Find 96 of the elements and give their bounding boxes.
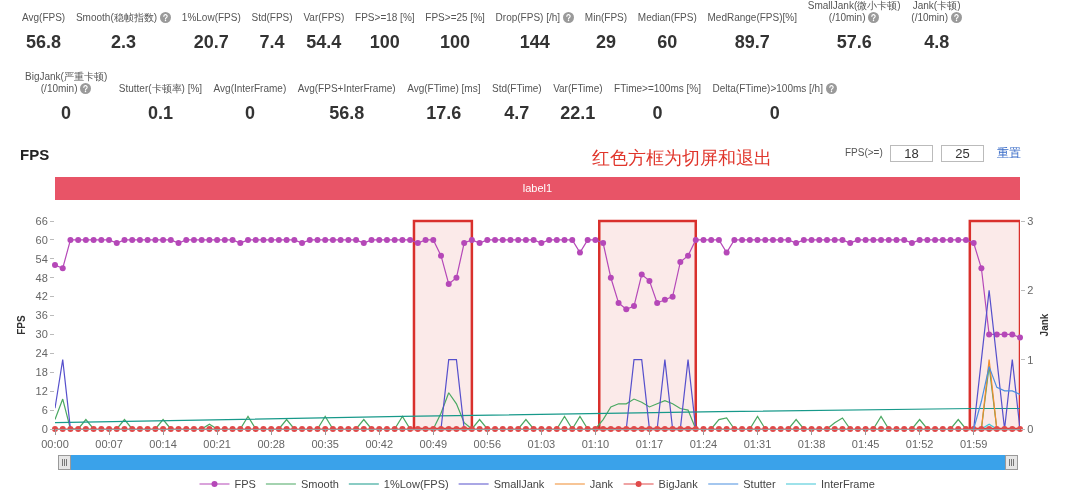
legend-label: SmallJank: [493, 478, 545, 491]
y-tick-label: 60: [35, 233, 48, 246]
data-label: 4.8: [924, 32, 950, 52]
category-label: FPS>=18 [%]: [355, 12, 415, 24]
legend-label: Stutter: [743, 478, 776, 491]
y-tick-label: 30: [35, 328, 48, 341]
y2-tick-label: 3: [1027, 214, 1034, 227]
data-label: 22.1: [560, 103, 596, 123]
x-tick-label: 01:24: [689, 438, 718, 451]
legend-label: Smooth: [300, 478, 339, 491]
category-label: Avg(FTime) [ms]: [407, 83, 481, 95]
legend-label: Jank: [589, 478, 614, 491]
data-label: 0: [244, 103, 255, 123]
category-label: Std(FTime): [491, 83, 542, 95]
x-tick-label: 01:31: [743, 438, 772, 451]
x-tick-label: 01:10: [581, 438, 610, 451]
category-label: Median(FPS): [637, 12, 697, 24]
category-label: Jank(卡顿) (/10min): [911, 0, 962, 24]
category-label: Var(FTime): [553, 83, 603, 95]
y2-tick-label: 0: [1027, 422, 1034, 435]
y2-tick-label: 2: [1027, 284, 1034, 297]
legend-label: InterFrame: [820, 478, 875, 491]
legend-label: 1%Low(FPS): [383, 478, 449, 491]
x-tick-label: 01:17: [635, 438, 664, 451]
y-axis-title: FPS: [15, 314, 27, 335]
x-tick-label: 00:00: [41, 438, 69, 451]
y-tick-label: 0: [41, 422, 48, 435]
label-banner: label1: [55, 177, 1020, 200]
text: 红色方框为切屏和退出: [592, 148, 772, 168]
text: FPS(>=): [845, 147, 883, 159]
data-label: 20.7: [193, 32, 229, 52]
y2-tick-label: 1: [1027, 353, 1034, 366]
x-tick-label: 00:42: [365, 438, 394, 451]
y-tick-label: 6: [41, 403, 48, 416]
x-tick-label: 00:35: [311, 438, 339, 451]
category-label: Avg(FPS): [22, 12, 66, 24]
category-label: Delta(FTime)>100ms [/h]: [712, 83, 824, 95]
x-tick-label: 01:45: [851, 438, 880, 451]
text: 重置: [997, 146, 1021, 160]
text-field: 25: [941, 145, 984, 162]
category-label: Drop(FPS) [/h]: [495, 12, 562, 24]
x-tick-label: 01:03: [527, 438, 556, 451]
x-tick-label: 00:07: [95, 438, 123, 451]
x-tick-label: 01:59: [959, 438, 988, 451]
category-label: Avg(InterFrame): [213, 83, 287, 95]
y-tick-label: 42: [35, 290, 48, 303]
data-label: 100: [440, 32, 471, 52]
y2-axis-title: Jank: [1038, 313, 1050, 337]
y-tick-label: 36: [35, 309, 48, 322]
line-series: [55, 407, 1020, 424]
data-label: 60: [657, 32, 678, 52]
category-label: FPS>=25 [%]: [425, 12, 485, 24]
y-tick-label: 48: [35, 271, 48, 284]
y-tick-label: 66: [35, 214, 48, 227]
legend-label: BigJank: [658, 478, 699, 491]
category-label: BigJank(严重卡顿) (/10min): [25, 71, 108, 95]
category-label: Std(FPS): [251, 12, 293, 24]
category-label: Avg(FPS+InterFrame): [297, 83, 396, 95]
data-label: 0.1: [147, 103, 173, 123]
category-label: Smooth(稳帧指数): [75, 12, 159, 24]
data-label: 0: [769, 103, 780, 123]
category-label: Stutter(卡顿率) [%]: [118, 83, 203, 95]
y-tick-label: 24: [35, 347, 48, 360]
category-label: SmallJank(微小卡顿) (/10min): [807, 0, 901, 24]
x-tick-label: 00:14: [149, 438, 177, 451]
data-label: 89.7: [734, 32, 770, 52]
text-field: 18: [890, 145, 933, 162]
data-label: 4.7: [504, 103, 530, 123]
category-label: Var(FPS): [303, 12, 345, 24]
data-label: 2.3: [110, 32, 137, 52]
y-tick-label: 18: [35, 366, 48, 379]
data-label: 100: [369, 32, 400, 52]
category-label: Min(FPS): [584, 12, 628, 24]
data-label: 54.4: [306, 32, 342, 52]
data-label: 57.6: [836, 32, 872, 52]
x-tick-label: 00:21: [203, 438, 231, 451]
data-label: 144: [519, 32, 550, 52]
data-label: 0: [652, 103, 663, 123]
x-tick-label: 00:56: [473, 438, 502, 451]
data-label: 17.6: [426, 103, 462, 123]
data-label: 29: [595, 32, 616, 52]
y-tick-label: 54: [35, 252, 48, 265]
x-tick-label: 01:38: [797, 438, 826, 451]
x-tick-label: 00:28: [257, 438, 285, 451]
x-tick-label: 01:52: [905, 438, 934, 451]
y-tick-label: 12: [35, 385, 48, 398]
data-label: 56.8: [329, 103, 365, 123]
category-label: MedRange(FPS)[%]: [707, 12, 797, 24]
data-label: 56.8: [26, 32, 62, 52]
category-label: FTime>=100ms [%]: [614, 83, 701, 95]
category-label: 1%Low(FPS): [181, 12, 241, 24]
chart-title: FPS: [20, 146, 50, 164]
data-label: 7.4: [259, 32, 285, 52]
legend-label: FPS: [234, 478, 256, 491]
data-label: 0: [61, 103, 72, 123]
x-tick-label: 00:49: [419, 438, 448, 451]
